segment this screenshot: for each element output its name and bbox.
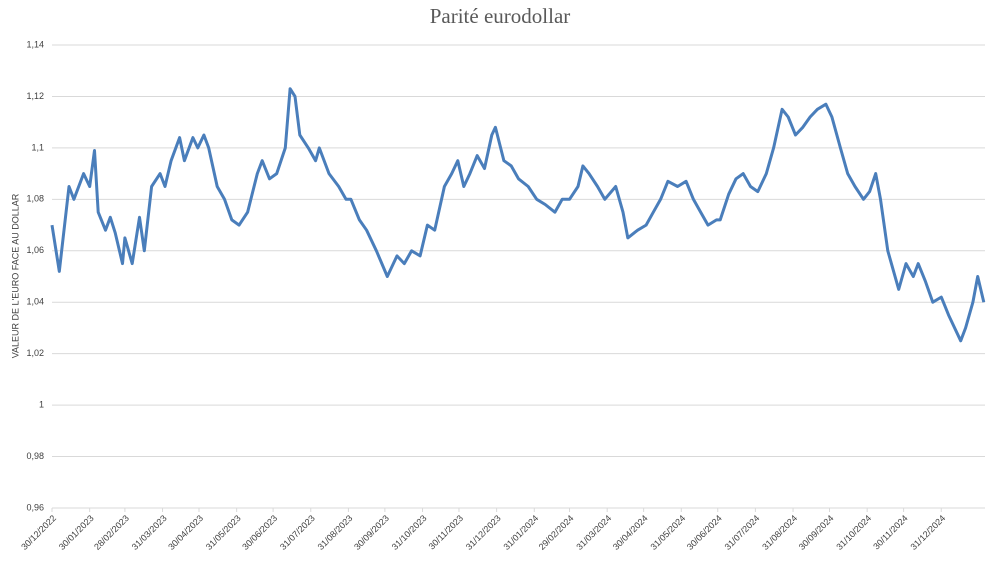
x-tick-label: 30/01/2023	[57, 513, 96, 552]
x-tick-label: 30/09/2024	[797, 513, 836, 552]
x-tick-label: 31/03/2024	[574, 513, 613, 552]
x-tick-label: 31/08/2023	[316, 513, 355, 552]
x-tick-label: 30/11/2024	[871, 513, 909, 551]
x-tick-label: 30/04/2024	[611, 513, 650, 552]
y-tick-label: 1,1	[31, 142, 44, 152]
y-tick-label: 1,06	[26, 245, 44, 255]
x-tick-label: 30/06/2023	[240, 513, 279, 552]
x-tick-label: 31/10/2024	[834, 513, 873, 552]
x-tick-label: 31/03/2023	[130, 513, 169, 552]
x-tick-label: 30/04/2023	[166, 513, 205, 552]
y-tick-label: 0,98	[26, 451, 44, 461]
y-tick-label: 1,12	[26, 91, 44, 101]
y-tick-label: 1,14	[26, 39, 44, 49]
x-tick-label: 31/08/2024	[760, 513, 799, 552]
x-tick-label: 28/02/2023	[92, 513, 131, 552]
x-tick-label: 31/07/2023	[278, 513, 317, 552]
x-tick-label: 31/07/2024	[723, 513, 762, 552]
x-tick-label: 31/12/2024	[908, 513, 947, 552]
x-tick-label: 31/10/2023	[390, 513, 429, 552]
y-tick-label: 1,04	[26, 297, 44, 307]
x-tick-label: 31/12/2023	[464, 513, 503, 552]
x-tick-label: 30/06/2024	[685, 513, 724, 552]
y-tick-label: 1	[39, 399, 44, 409]
x-tick-label: 31/05/2024	[648, 513, 687, 552]
y-tick-label: 1,02	[26, 348, 44, 358]
y-axis-label: VALEUR DE L'EURO FACE AU DOLLAR	[10, 193, 20, 358]
x-tick-label: 30/12/2022	[19, 513, 58, 552]
x-tick-label: 29/02/2024	[537, 513, 576, 552]
x-tick-label: 30/11/2023	[427, 513, 465, 551]
x-tick-label: 31/05/2023	[204, 513, 243, 552]
y-tick-label: 0,96	[26, 502, 44, 512]
line-series	[50, 87, 986, 343]
chart-title: Parité eurodollar	[430, 4, 571, 28]
x-tick-label: 31/01/2024	[501, 513, 540, 552]
y-tick-label: 1,08	[26, 194, 44, 204]
x-tick-label: 30/09/2023	[352, 513, 391, 552]
